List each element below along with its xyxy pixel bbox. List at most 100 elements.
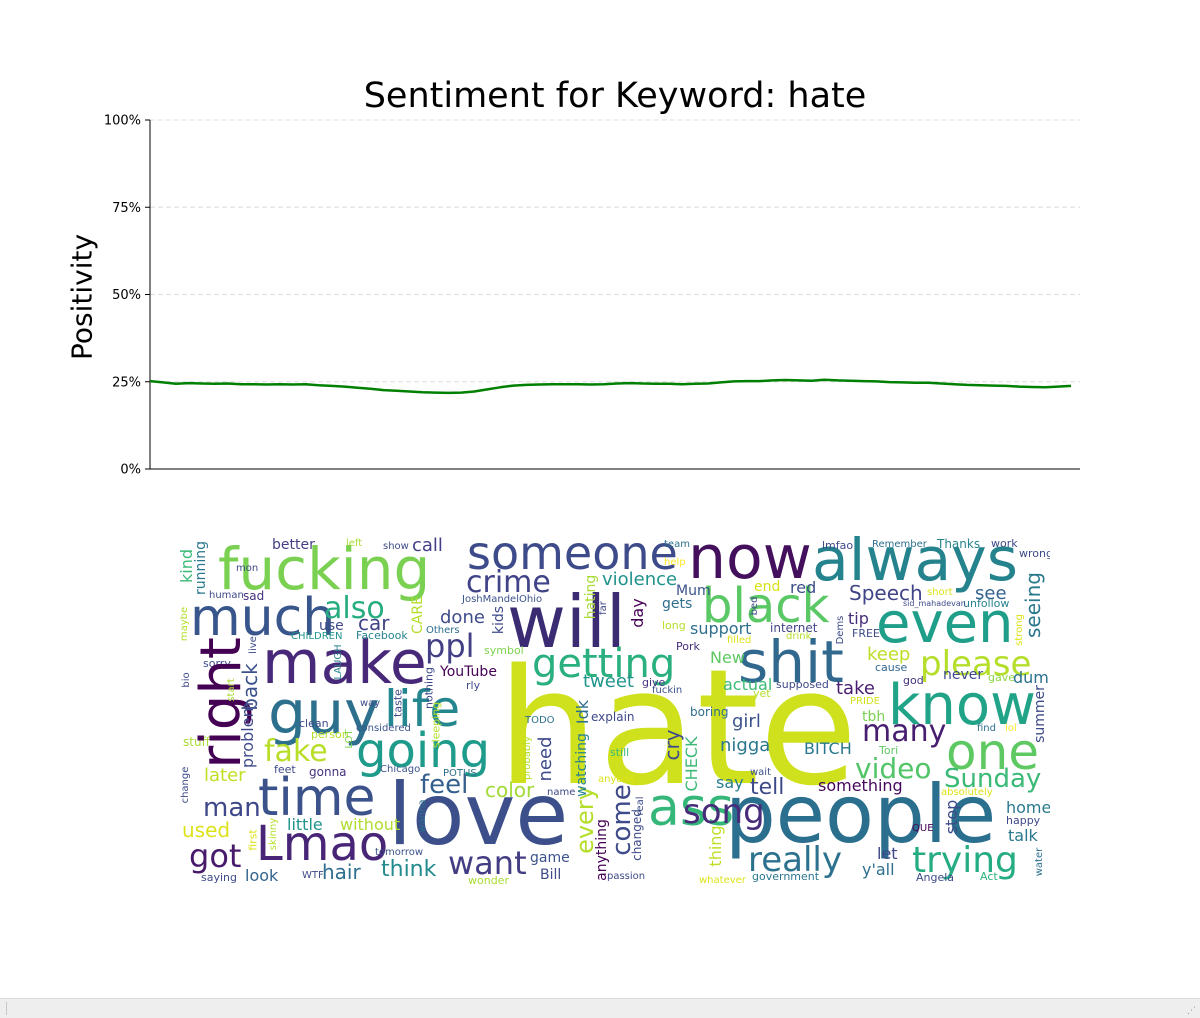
- cloud-word: boring: [690, 705, 729, 719]
- cloud-word: PRIDE: [850, 696, 880, 707]
- cloud-word: hair: [322, 860, 361, 884]
- cloud-word-vertical: strong: [1014, 614, 1025, 646]
- resize-grip-icon[interactable]: ⋰: [1187, 1006, 1196, 1016]
- cloud-word-vertical: CARE: [410, 596, 426, 634]
- cloud-word: used: [182, 818, 231, 842]
- cloud-word-vertical: wanna: [417, 799, 428, 833]
- cloud-word: feel: [420, 770, 469, 800]
- cloud-word: drink: [786, 631, 812, 642]
- cloud-word: give: [642, 676, 666, 689]
- cloud-word: Tori: [879, 744, 899, 757]
- cloud-word: lmfao: [822, 539, 854, 552]
- cloud-word: long: [662, 619, 686, 632]
- cloud-word: nigga: [720, 735, 771, 756]
- cloud-word: better: [272, 537, 315, 553]
- cloud-word-vertical: day: [628, 598, 647, 628]
- cloud-word: sorry: [203, 657, 231, 670]
- cloud-word: show: [383, 541, 409, 552]
- cloud-word-vertical: live: [248, 636, 259, 654]
- cloud-word: going: [356, 723, 491, 779]
- cloud-word: WTF: [302, 870, 324, 881]
- cloud-word: considered: [356, 723, 411, 734]
- y-axis-label: Positivity: [65, 233, 99, 361]
- cloud-word: got: [189, 837, 242, 875]
- cloud-word: New: [710, 648, 745, 667]
- cloud-word: passion: [607, 871, 646, 882]
- cloud-word: crime: [466, 565, 551, 600]
- cloud-word: will: [507, 580, 626, 664]
- cloud-word: call: [412, 536, 443, 556]
- cloud-word: FREE: [852, 627, 880, 640]
- cloud-word: violence: [602, 569, 678, 590]
- cloud-word: one: [946, 723, 1040, 781]
- cloud-word-vertical: Dems: [835, 615, 846, 645]
- cloud-word-vertical: bio: [181, 672, 192, 688]
- cloud-word: tip: [848, 609, 869, 628]
- cloud-word-vertical: CHECK: [682, 736, 701, 792]
- cloud-word-vertical: thing: [706, 825, 725, 867]
- cloud-word: Sunday: [944, 764, 1042, 794]
- cloud-word: dumb: [1013, 668, 1050, 687]
- cloud-word-vertical: anything: [594, 819, 610, 881]
- cloud-word: black: [702, 578, 830, 634]
- cloud-word: POTUS: [443, 768, 477, 779]
- cloud-word: let: [877, 844, 898, 863]
- cloud-word: god: [903, 674, 924, 687]
- cloud-word-vertical: watching: [574, 733, 590, 797]
- cloud-word-vertical: summer: [1032, 685, 1048, 743]
- cloud-word-vertical: running: [193, 540, 209, 596]
- cloud-word: find: [977, 723, 996, 734]
- cloud-word: Mum: [676, 583, 711, 599]
- status-bar: ⋰: [0, 998, 1200, 1018]
- cloud-word-vertical: LAUGH: [333, 644, 344, 680]
- cloud-word-vertical: Idk: [573, 699, 592, 725]
- chart-title: Sentiment for Keyword: hate: [363, 76, 867, 116]
- cloud-word-vertical: taste: [391, 689, 405, 717]
- cloud-word: gets: [662, 596, 693, 612]
- cloud-word: work: [991, 537, 1018, 550]
- cloud-word: trying: [912, 840, 1018, 881]
- cloud-word-vertical: water: [1034, 847, 1045, 877]
- cloud-word: talk: [1008, 826, 1038, 845]
- cloud-word: sad: [243, 589, 265, 603]
- cloud-word: without: [340, 815, 401, 834]
- cloud-word: end: [754, 579, 781, 595]
- cloud-word-vertical: need: [535, 736, 556, 782]
- cloud-word: short: [927, 587, 953, 598]
- cloud-word: car: [358, 611, 390, 635]
- cloud-word: BITCH: [804, 739, 852, 758]
- cloud-word: cause: [875, 661, 908, 674]
- y-tick-label: 100%: [104, 114, 141, 129]
- cloud-word-vertical: start: [226, 678, 237, 702]
- cloud-word: even: [876, 591, 1014, 656]
- cloud-word: way: [360, 698, 381, 709]
- cloud-word: mon: [236, 563, 259, 574]
- cloud-word: also: [324, 591, 385, 626]
- y-tick-label: 25%: [112, 375, 141, 390]
- cloud-word: help: [664, 557, 686, 568]
- y-tick-label: 75%: [112, 201, 141, 216]
- cloud-word: happy: [1006, 814, 1041, 827]
- cloud-word: Others: [426, 625, 460, 636]
- cloud-word: Act: [980, 870, 998, 883]
- cloud-word: tbh: [862, 709, 886, 725]
- cloud-word-vertical: stop: [942, 799, 961, 835]
- cloud-word: internet: [770, 621, 818, 635]
- cloud-word: never: [943, 667, 984, 683]
- cloud-word: Speech: [849, 581, 923, 605]
- cloud-word: symbol: [484, 644, 524, 657]
- cloud-word: Angela: [916, 871, 955, 884]
- cloud-word: something: [818, 776, 903, 795]
- cloud-word: ppl: [425, 627, 475, 665]
- cloud-word: know: [888, 673, 1036, 738]
- cloud-word: many: [862, 714, 947, 749]
- y-tick-label: 50%: [112, 288, 141, 303]
- cloud-word: now: [688, 536, 812, 593]
- line-chart: 0% 25% 50% 75% 100%: [104, 114, 1080, 478]
- cloud-word: ass: [648, 778, 735, 838]
- cloud-word-vertical: first: [246, 829, 260, 851]
- cloud-word-vertical: LOT: [344, 729, 355, 749]
- cloud-word-vertical: probably: [522, 736, 533, 780]
- cloud-word: tomorrow: [375, 847, 424, 858]
- cloud-word: unfollow: [963, 597, 1010, 610]
